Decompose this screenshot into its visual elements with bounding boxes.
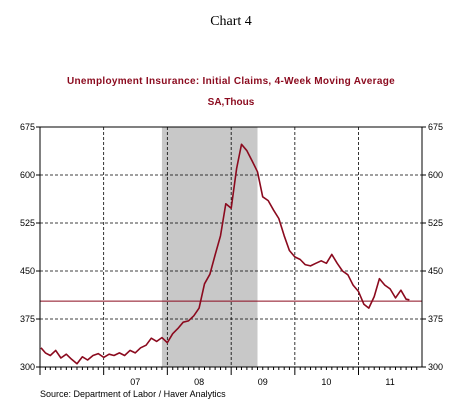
x-tick-label: 11: [385, 377, 394, 387]
y-tick-label-left: 300: [20, 362, 35, 372]
y-tick-label-right: 675: [428, 122, 443, 132]
series-line-initial-claims: [40, 143, 410, 365]
y-tick-label-left: 675: [20, 122, 35, 132]
x-ticks: 07 08 09 10 11: [39, 367, 418, 387]
y-tick-label-right: 600: [428, 170, 443, 180]
chart-number: Chart 4: [210, 14, 252, 29]
y-tick-label-left: 525: [20, 218, 35, 228]
y-tick-label-left: 600: [20, 170, 35, 180]
y-tick-label-right: 300: [428, 362, 443, 372]
x-tick-label: 10: [321, 377, 331, 387]
recession-band: [161, 127, 258, 367]
y-tick-label-left: 450: [20, 266, 35, 276]
chart-title: Unemployment Insurance: Initial Claims, …: [67, 76, 395, 87]
chart-subtitle: SA,Thous: [208, 97, 255, 108]
gridlines: [40, 127, 422, 367]
y-ticks-right: 300 375 450 525 600 675: [422, 122, 443, 372]
y-tick-label-right: 525: [428, 218, 443, 228]
y-tick-label-left: 375: [20, 314, 35, 324]
x-tick-label: 09: [258, 377, 268, 387]
x-tick-label: 08: [194, 377, 204, 387]
y-tick-label-right: 375: [428, 314, 443, 324]
y-ticks-left: 300 375 450 525 600 675: [20, 122, 40, 372]
x-tick-label: 07: [130, 377, 140, 387]
source-note: Source: Department of Labor / Haver Anal…: [40, 389, 226, 399]
y-tick-label-right: 450: [428, 266, 443, 276]
